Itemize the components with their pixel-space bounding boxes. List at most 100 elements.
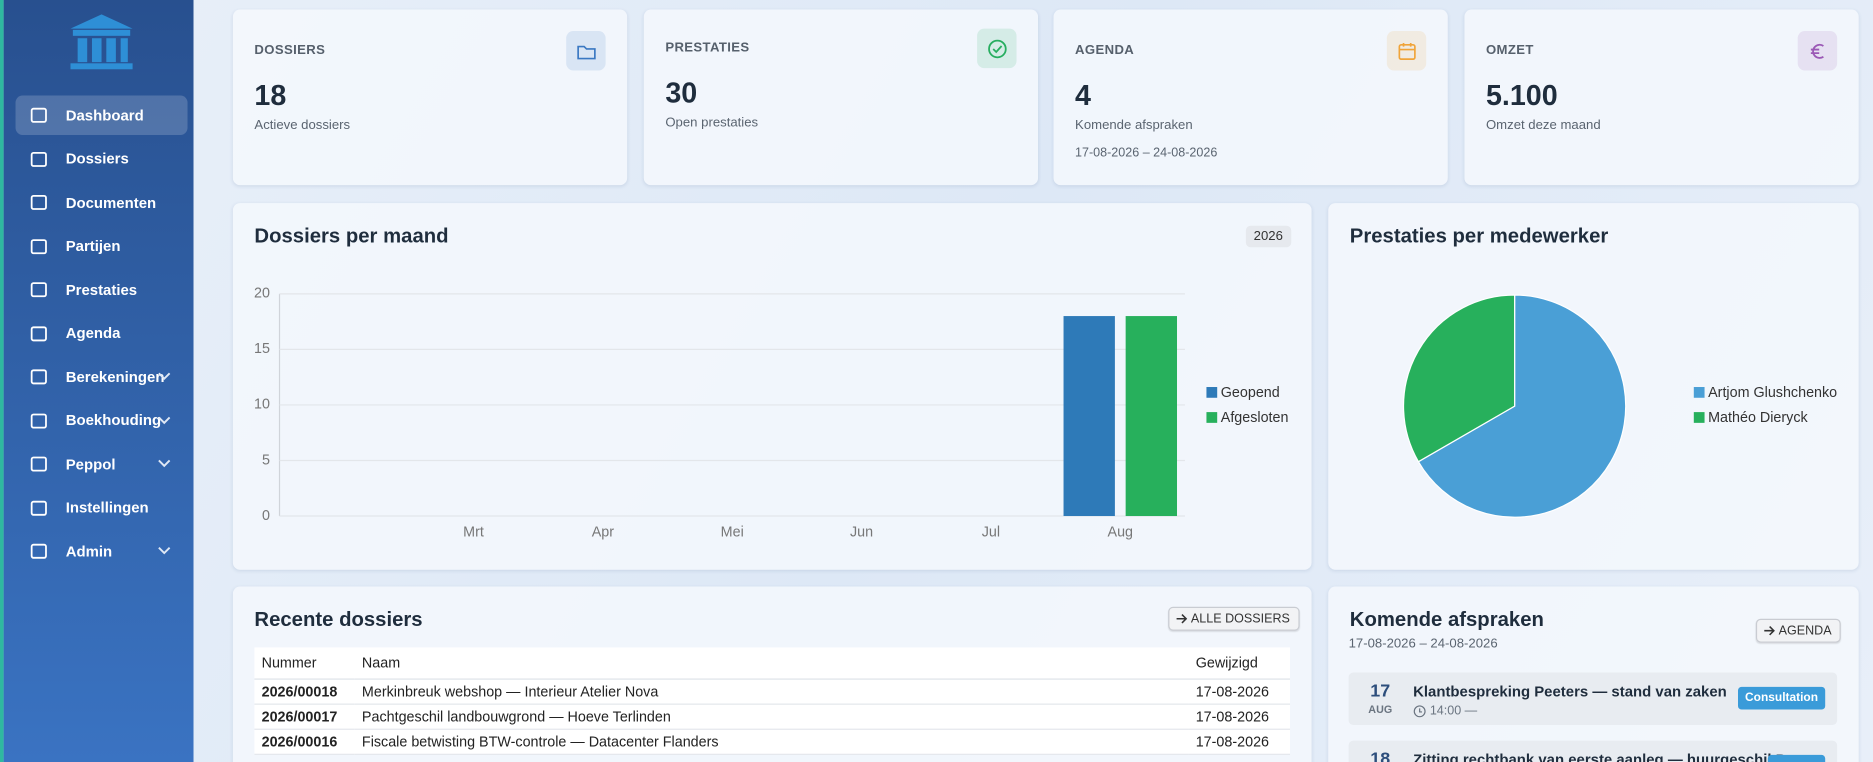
recent-table: Nummer Naam Gewijzigd 2026/00018 Merkinbreuk… xyxy=(254,647,1291,755)
table-cell: 17-08-2026 xyxy=(1188,704,1291,730)
arrow-icon xyxy=(1764,625,1775,636)
logo xyxy=(70,14,133,70)
panel-title: Komende afspraken xyxy=(1349,608,1544,631)
panel-title: Dossiers per maand xyxy=(254,224,449,248)
agenda-title: Zitting rechtbank van eerste aanleg — hu… xyxy=(1413,751,1797,762)
agenda-item[interactable]: 17 AUG Klantbespreking Peeters — stand van… xyxy=(1348,672,1838,726)
table-cell: 2026/00017 xyxy=(254,704,355,730)
card-value: 18 xyxy=(254,80,287,113)
nav-item[interactable]: Peppol xyxy=(16,444,188,483)
nav-item[interactable]: Agenda xyxy=(16,314,188,353)
icon xyxy=(1397,42,1416,60)
agenda-time: 14:00 — xyxy=(1413,704,1477,718)
table-row[interactable]: 2026/00016 Fiscale betwisting BTW-control… xyxy=(254,729,1291,755)
table-cell: Merkinbreuk webshop — Interieur Atelier … xyxy=(354,679,1189,705)
column-header: Gewijzigd xyxy=(1188,647,1291,680)
nav-label: Documenten xyxy=(65,194,157,211)
all-dossiers-button[interactable]: ALLE DOSSIERS xyxy=(1168,606,1300,631)
column-header: Naam xyxy=(354,647,1189,680)
nav-icon xyxy=(30,456,47,472)
nav-label: Admin xyxy=(65,542,113,560)
arrow-icon xyxy=(1176,614,1188,624)
nav-item[interactable]: Prestaties xyxy=(16,270,188,309)
table-cell: 17-08-2026 xyxy=(1188,679,1291,705)
button-label: ALLE DOSSIERS xyxy=(1190,611,1290,626)
table-cell: Pachtgeschil landbouwgrond — Hoeve Terli… xyxy=(354,704,1189,730)
panel-title: Prestaties per medewerker xyxy=(1349,224,1609,248)
card-icon xyxy=(566,31,606,71)
pie-panel: Prestaties per medewerker xyxy=(1328,203,1859,570)
nav-label: Prestaties xyxy=(65,281,138,299)
agenda-item[interactable]: 18 Zitting rechtbank van eerste aanleg — … xyxy=(1348,740,1838,762)
card-subtitle: Actieve dossiers xyxy=(254,118,351,133)
agenda-day: 18 xyxy=(1370,748,1391,762)
nav-item[interactable]: Instellingen xyxy=(16,488,188,527)
chevron xyxy=(158,547,171,555)
card-value: 5.100 xyxy=(1485,80,1558,113)
table-row[interactable]: 2026/00018 Merkinbreuk webshop — Interieu… xyxy=(254,679,1291,705)
nav-item[interactable]: Berekeningen xyxy=(16,357,188,396)
chevron xyxy=(158,416,171,424)
nav-icon xyxy=(30,107,47,123)
card-value: 4 xyxy=(1075,80,1092,113)
nav-icon xyxy=(30,195,47,210)
card-icon xyxy=(1386,31,1427,71)
nav-icon xyxy=(30,282,47,298)
card-subtitle: Open prestaties xyxy=(665,115,759,131)
nav-icon xyxy=(30,238,47,254)
year-badge: 2026 xyxy=(1245,225,1292,248)
card-subtitle: Komende afspraken xyxy=(1075,118,1193,133)
nav-item[interactable]: Boekhouding xyxy=(16,401,188,440)
nav-item[interactable]: Dashboard xyxy=(15,95,188,135)
table-cell: Fiscale betwisting BTW-controle — Datace… xyxy=(354,729,1189,755)
time-label: 14:00 — xyxy=(1429,703,1478,718)
agenda-day: 17 xyxy=(1370,680,1391,702)
agenda-button[interactable]: AGENDA xyxy=(1755,618,1842,643)
card-subtitle: Omzet deze maand xyxy=(1485,118,1601,133)
agenda-month: AUG xyxy=(1368,703,1393,716)
table-cell: 2026/00018 xyxy=(254,679,355,705)
table-cell: 17-08-2026 xyxy=(1188,729,1291,755)
nav-label: Berekeningen xyxy=(65,368,165,386)
nav-label: Dashboard xyxy=(65,106,144,124)
nav-item[interactable]: Dossiers xyxy=(16,139,188,178)
button-label: AGENDA xyxy=(1778,623,1832,638)
table-row[interactable]: 2026/00017 Pachtgeschil landbouwgrond — H… xyxy=(254,704,1291,730)
table-cell: 2026/00016 xyxy=(254,729,355,755)
card-label: OMZET xyxy=(1485,43,1534,58)
agenda-type xyxy=(1767,754,1826,762)
chevron xyxy=(158,459,171,468)
icon xyxy=(1810,43,1824,59)
agenda-panel: Komende afspraken 17-08-2026 – 24-08-202… xyxy=(1328,586,1859,762)
nav-label: Dossiers xyxy=(65,150,129,168)
stat-card: DOSSIERS 18 Actieve dossiers xyxy=(232,9,628,186)
nav-label: Partijen xyxy=(65,237,121,255)
stat-card: PRESTATIES 30 Open prestaties xyxy=(643,9,1039,186)
nav-icon xyxy=(30,412,47,428)
nav-item[interactable]: Partijen xyxy=(16,226,188,265)
card-range: 17-08-2026 – 24-08-2026 xyxy=(1075,145,1218,161)
nav-icon xyxy=(30,543,47,559)
nav-icon xyxy=(30,500,47,516)
chevron xyxy=(158,372,171,381)
nav-label: Boekhouding xyxy=(65,412,162,429)
bar-panel: Dossiers per maand 2026 xyxy=(232,203,1312,570)
icon xyxy=(987,39,1007,58)
nav-item[interactable]: Documenten xyxy=(16,183,188,222)
recent-panel: Recente dossiers ALLE DOSSIERS Nummer Naa… xyxy=(232,586,1312,762)
panel-title: Recente dossiers xyxy=(254,608,423,631)
column-header: Nummer xyxy=(254,647,355,680)
agenda-title: Klantbespreking Peeters — stand van zake… xyxy=(1413,683,1727,700)
nav-icon xyxy=(30,151,47,167)
clock-icon xyxy=(1413,704,1426,717)
nav-item[interactable]: Admin xyxy=(16,532,188,571)
nav-label: Instellingen xyxy=(65,499,149,517)
card-icon xyxy=(977,28,1017,69)
nav-label: Agenda xyxy=(65,324,121,342)
agenda-range: 17-08-2026 – 24-08-2026 xyxy=(1348,636,1498,652)
sidebar: Dashboard Dossiers Documenten Partijen Prest… xyxy=(0,0,194,762)
nav-icon xyxy=(30,325,47,341)
stat-card: AGENDA 4 Komende afspraken 17-08-2026 – 24-… xyxy=(1053,9,1448,186)
